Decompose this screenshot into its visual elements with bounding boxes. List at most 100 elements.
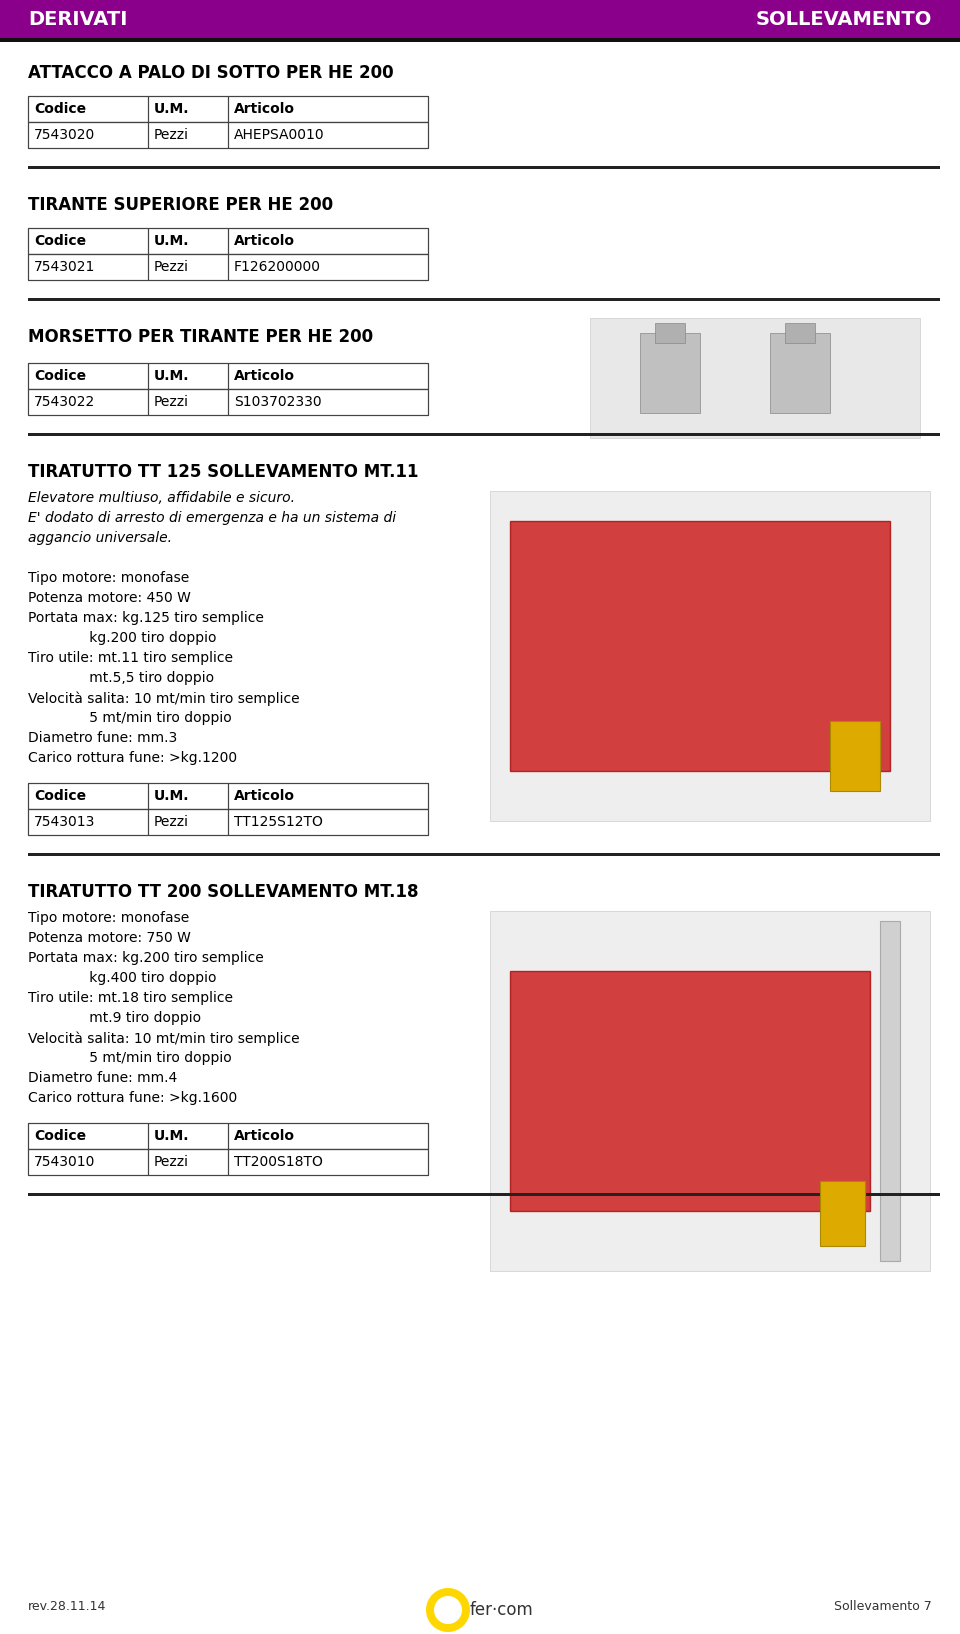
Text: U.M.: U.M.: [154, 369, 189, 382]
Bar: [510, 971, 870, 1211]
Bar: [490, 490, 930, 820]
Text: kg.400 tiro doppio: kg.400 tiro doppio: [28, 971, 217, 985]
Bar: [28, 853, 940, 856]
Text: Codice: Codice: [34, 789, 86, 802]
Text: U.M.: U.M.: [154, 1129, 189, 1144]
Text: U.M.: U.M.: [154, 789, 189, 802]
Text: Potenza motore: 450 W: Potenza motore: 450 W: [28, 592, 191, 605]
Text: TIRATUTTO TT 125 SOLLEVAMENTO MT.11: TIRATUTTO TT 125 SOLLEVAMENTO MT.11: [28, 462, 419, 480]
Bar: [148, 363, 228, 389]
Bar: [640, 333, 700, 413]
Text: TT125S12TO: TT125S12TO: [234, 815, 323, 828]
Text: U.M.: U.M.: [154, 234, 189, 248]
Bar: [28, 1149, 148, 1175]
Text: Elevatore multiuso, affidabile e sicuro.: Elevatore multiuso, affidabile e sicuro.: [28, 490, 295, 505]
Bar: [228, 123, 428, 149]
Text: AHEPSA0010: AHEPSA0010: [234, 127, 324, 142]
Text: Portata max: kg.200 tiro semplice: Portata max: kg.200 tiro semplice: [28, 951, 264, 966]
Text: Articolo: Articolo: [234, 234, 295, 248]
Bar: [830, 721, 880, 791]
Bar: [490, 912, 930, 1271]
Bar: [148, 96, 228, 123]
Text: Sollevamento 7: Sollevamento 7: [834, 1600, 932, 1613]
Bar: [28, 96, 428, 123]
Text: DERIVATI: DERIVATI: [28, 10, 128, 28]
Text: U.M.: U.M.: [154, 101, 189, 116]
Bar: [148, 229, 228, 253]
Bar: [28, 1123, 428, 1149]
Text: 7543022: 7543022: [34, 395, 95, 408]
Bar: [770, 333, 830, 413]
Bar: [28, 389, 148, 415]
Text: fer·com: fer·com: [470, 1601, 534, 1619]
Text: S103702330: S103702330: [234, 395, 322, 408]
Bar: [820, 1181, 865, 1247]
Bar: [228, 809, 428, 835]
Bar: [148, 809, 228, 835]
Bar: [148, 1149, 228, 1175]
Text: Potenza motore: 750 W: Potenza motore: 750 W: [28, 931, 191, 944]
Bar: [0, 38, 960, 42]
Text: 7543013: 7543013: [34, 815, 95, 828]
Bar: [28, 1193, 940, 1196]
Bar: [148, 253, 228, 279]
Text: SOLLEVAMENTO: SOLLEVAMENTO: [756, 10, 932, 28]
Text: Tiro utile: mt.11 tiro semplice: Tiro utile: mt.11 tiro semplice: [28, 650, 233, 665]
Text: Carico rottura fune: >kg.1600: Carico rottura fune: >kg.1600: [28, 1092, 237, 1105]
Bar: [785, 324, 815, 343]
Bar: [228, 1123, 428, 1149]
Bar: [228, 389, 428, 415]
Bar: [148, 783, 228, 809]
Text: Codice: Codice: [34, 101, 86, 116]
Bar: [228, 783, 428, 809]
Text: E' dodato di arresto di emergenza e ha un sistema di: E' dodato di arresto di emergenza e ha u…: [28, 511, 396, 525]
Text: 5 mt/min tiro doppio: 5 mt/min tiro doppio: [28, 1051, 231, 1065]
Text: 7543021: 7543021: [34, 260, 95, 275]
Bar: [28, 167, 940, 168]
Circle shape: [434, 1596, 462, 1624]
Text: Velocità salita: 10 mt/min tiro semplice: Velocità salita: 10 mt/min tiro semplice: [28, 691, 300, 706]
Text: MORSETTO PER TIRANTE PER HE 200: MORSETTO PER TIRANTE PER HE 200: [28, 328, 373, 346]
Bar: [0, 0, 960, 38]
Bar: [28, 253, 428, 279]
Bar: [510, 521, 890, 771]
Bar: [28, 783, 148, 809]
Bar: [28, 363, 428, 389]
Text: Articolo: Articolo: [234, 369, 295, 382]
Bar: [148, 389, 228, 415]
Text: Tipo motore: monofase: Tipo motore: monofase: [28, 570, 189, 585]
Text: Pezzi: Pezzi: [154, 1155, 189, 1168]
Bar: [148, 123, 228, 149]
Text: Articolo: Articolo: [234, 101, 295, 116]
Bar: [228, 253, 428, 279]
Text: 7543010: 7543010: [34, 1155, 95, 1168]
Text: mt.9 tiro doppio: mt.9 tiro doppio: [28, 1011, 202, 1025]
Bar: [148, 1123, 228, 1149]
Text: kg.200 tiro doppio: kg.200 tiro doppio: [28, 631, 217, 645]
Text: Carico rottura fune: >kg.1200: Carico rottura fune: >kg.1200: [28, 752, 237, 765]
Bar: [590, 319, 920, 438]
Bar: [28, 297, 940, 301]
Text: Diametro fune: mm.3: Diametro fune: mm.3: [28, 730, 178, 745]
Text: Pezzi: Pezzi: [154, 395, 189, 408]
Bar: [228, 229, 428, 253]
Text: Articolo: Articolo: [234, 789, 295, 802]
Text: Portata max: kg.125 tiro semplice: Portata max: kg.125 tiro semplice: [28, 611, 264, 624]
Text: Articolo: Articolo: [234, 1129, 295, 1144]
Bar: [228, 1149, 428, 1175]
Bar: [28, 96, 148, 123]
Text: Pezzi: Pezzi: [154, 127, 189, 142]
Bar: [28, 809, 148, 835]
Bar: [28, 229, 148, 253]
Text: rev.28.11.14: rev.28.11.14: [28, 1600, 107, 1613]
Text: ATTACCO A PALO DI SOTTO PER HE 200: ATTACCO A PALO DI SOTTO PER HE 200: [28, 64, 394, 82]
Bar: [28, 253, 148, 279]
Text: TIRATUTTO TT 200 SOLLEVAMENTO MT.18: TIRATUTTO TT 200 SOLLEVAMENTO MT.18: [28, 882, 419, 900]
Bar: [28, 389, 428, 415]
Text: 7543020: 7543020: [34, 127, 95, 142]
Text: Codice: Codice: [34, 369, 86, 382]
Bar: [28, 229, 428, 253]
Bar: [228, 363, 428, 389]
Bar: [655, 324, 685, 343]
Text: F126200000: F126200000: [234, 260, 321, 275]
